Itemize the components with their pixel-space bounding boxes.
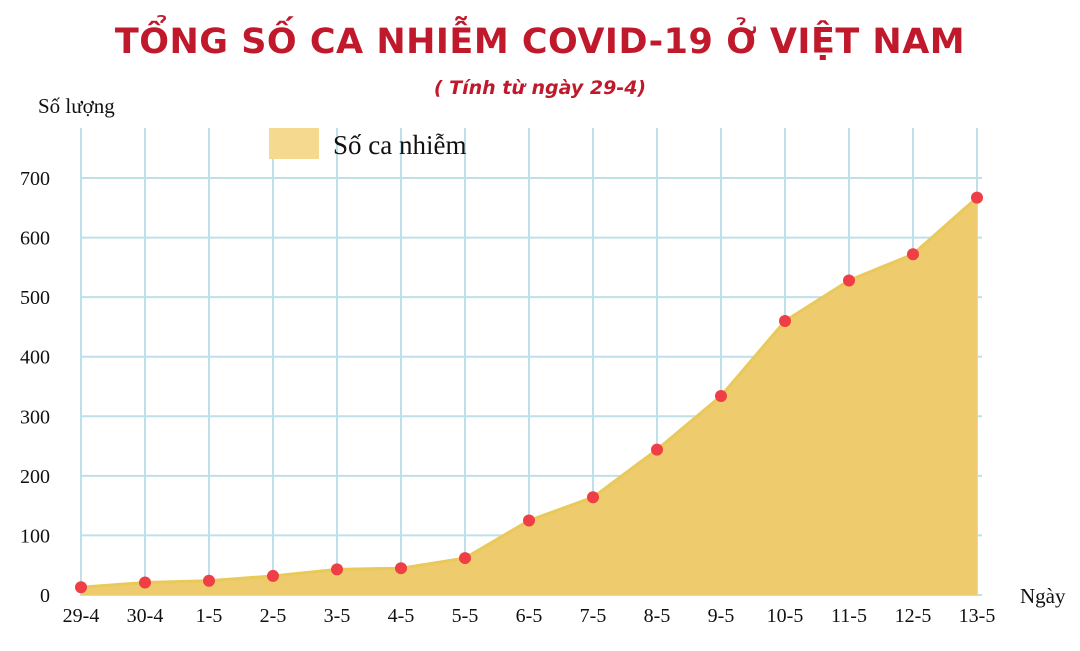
x-tick-label: 6-5 [516,605,543,627]
data-point-6-5 [523,514,535,527]
x-tick-label: 30-4 [127,605,164,627]
data-point-13-5 [971,191,983,204]
data-point-4-5 [395,562,407,575]
data-point-1-5 [203,574,215,587]
data-point-29-4 [75,581,87,594]
x-tick-label: 9-5 [708,605,735,627]
x-tick-label: 7-5 [580,605,607,627]
y-tick-label: 600 [20,228,50,250]
chart-title: TỔNG SỐ CA NHIỄM COVID-19 Ở VIỆT NAM [114,22,966,62]
x-tick-label: 13-5 [959,605,996,627]
x-tick-label: 11-5 [831,605,867,627]
y-tick-label: 700 [20,168,50,190]
data-point-10-5 [779,314,791,327]
x-tick-labels: 29-4 30-4 1-5 2-5 3-5 4-5 5-5 6-5 7-5 8-5 9-5 10-5 1… [63,605,996,627]
y-tick-label: 0 [40,585,50,607]
x-tick-label: 1-5 [196,605,223,627]
data-point-11-5 [843,274,855,287]
y-tick-label: 500 [20,287,50,309]
legend: Số ca nhiễm [269,128,466,160]
x-tick-label: 10-5 [767,605,804,627]
data-point-8-5 [651,443,663,456]
data-point-3-5 [331,563,343,576]
data-point-9-5 [715,390,727,403]
x-tick-label: 29-4 [63,605,100,627]
data-point-12-5 [907,248,919,261]
chart-subtitle: ( Tính từ ngày 29-4) [433,77,647,99]
x-axis-title: Ngày [1020,584,1066,608]
y-tick-labels: 0 100 200 300 400 500 600 700 [20,168,50,607]
data-markers [75,191,983,594]
x-tick-label: 8-5 [644,605,671,627]
x-tick-label: 3-5 [324,605,351,627]
data-point-7-5 [587,491,599,504]
y-tick-label: 200 [20,466,50,488]
x-tick-label: 12-5 [895,605,932,627]
x-tick-label: 5-5 [452,605,479,627]
legend-swatch [269,128,319,159]
y-tick-label: 100 [20,525,50,547]
data-point-2-5 [267,569,279,582]
data-point-5-5 [459,552,471,565]
y-axis-title: Số lượng [38,94,115,118]
y-tick-label: 400 [20,347,50,369]
x-tick-label: 4-5 [388,605,415,627]
legend-label: Số ca nhiễm [333,130,466,160]
data-point-30-4 [139,576,151,589]
x-tick-label: 2-5 [260,605,287,627]
y-tick-label: 300 [20,406,50,428]
area-fill [81,197,977,595]
